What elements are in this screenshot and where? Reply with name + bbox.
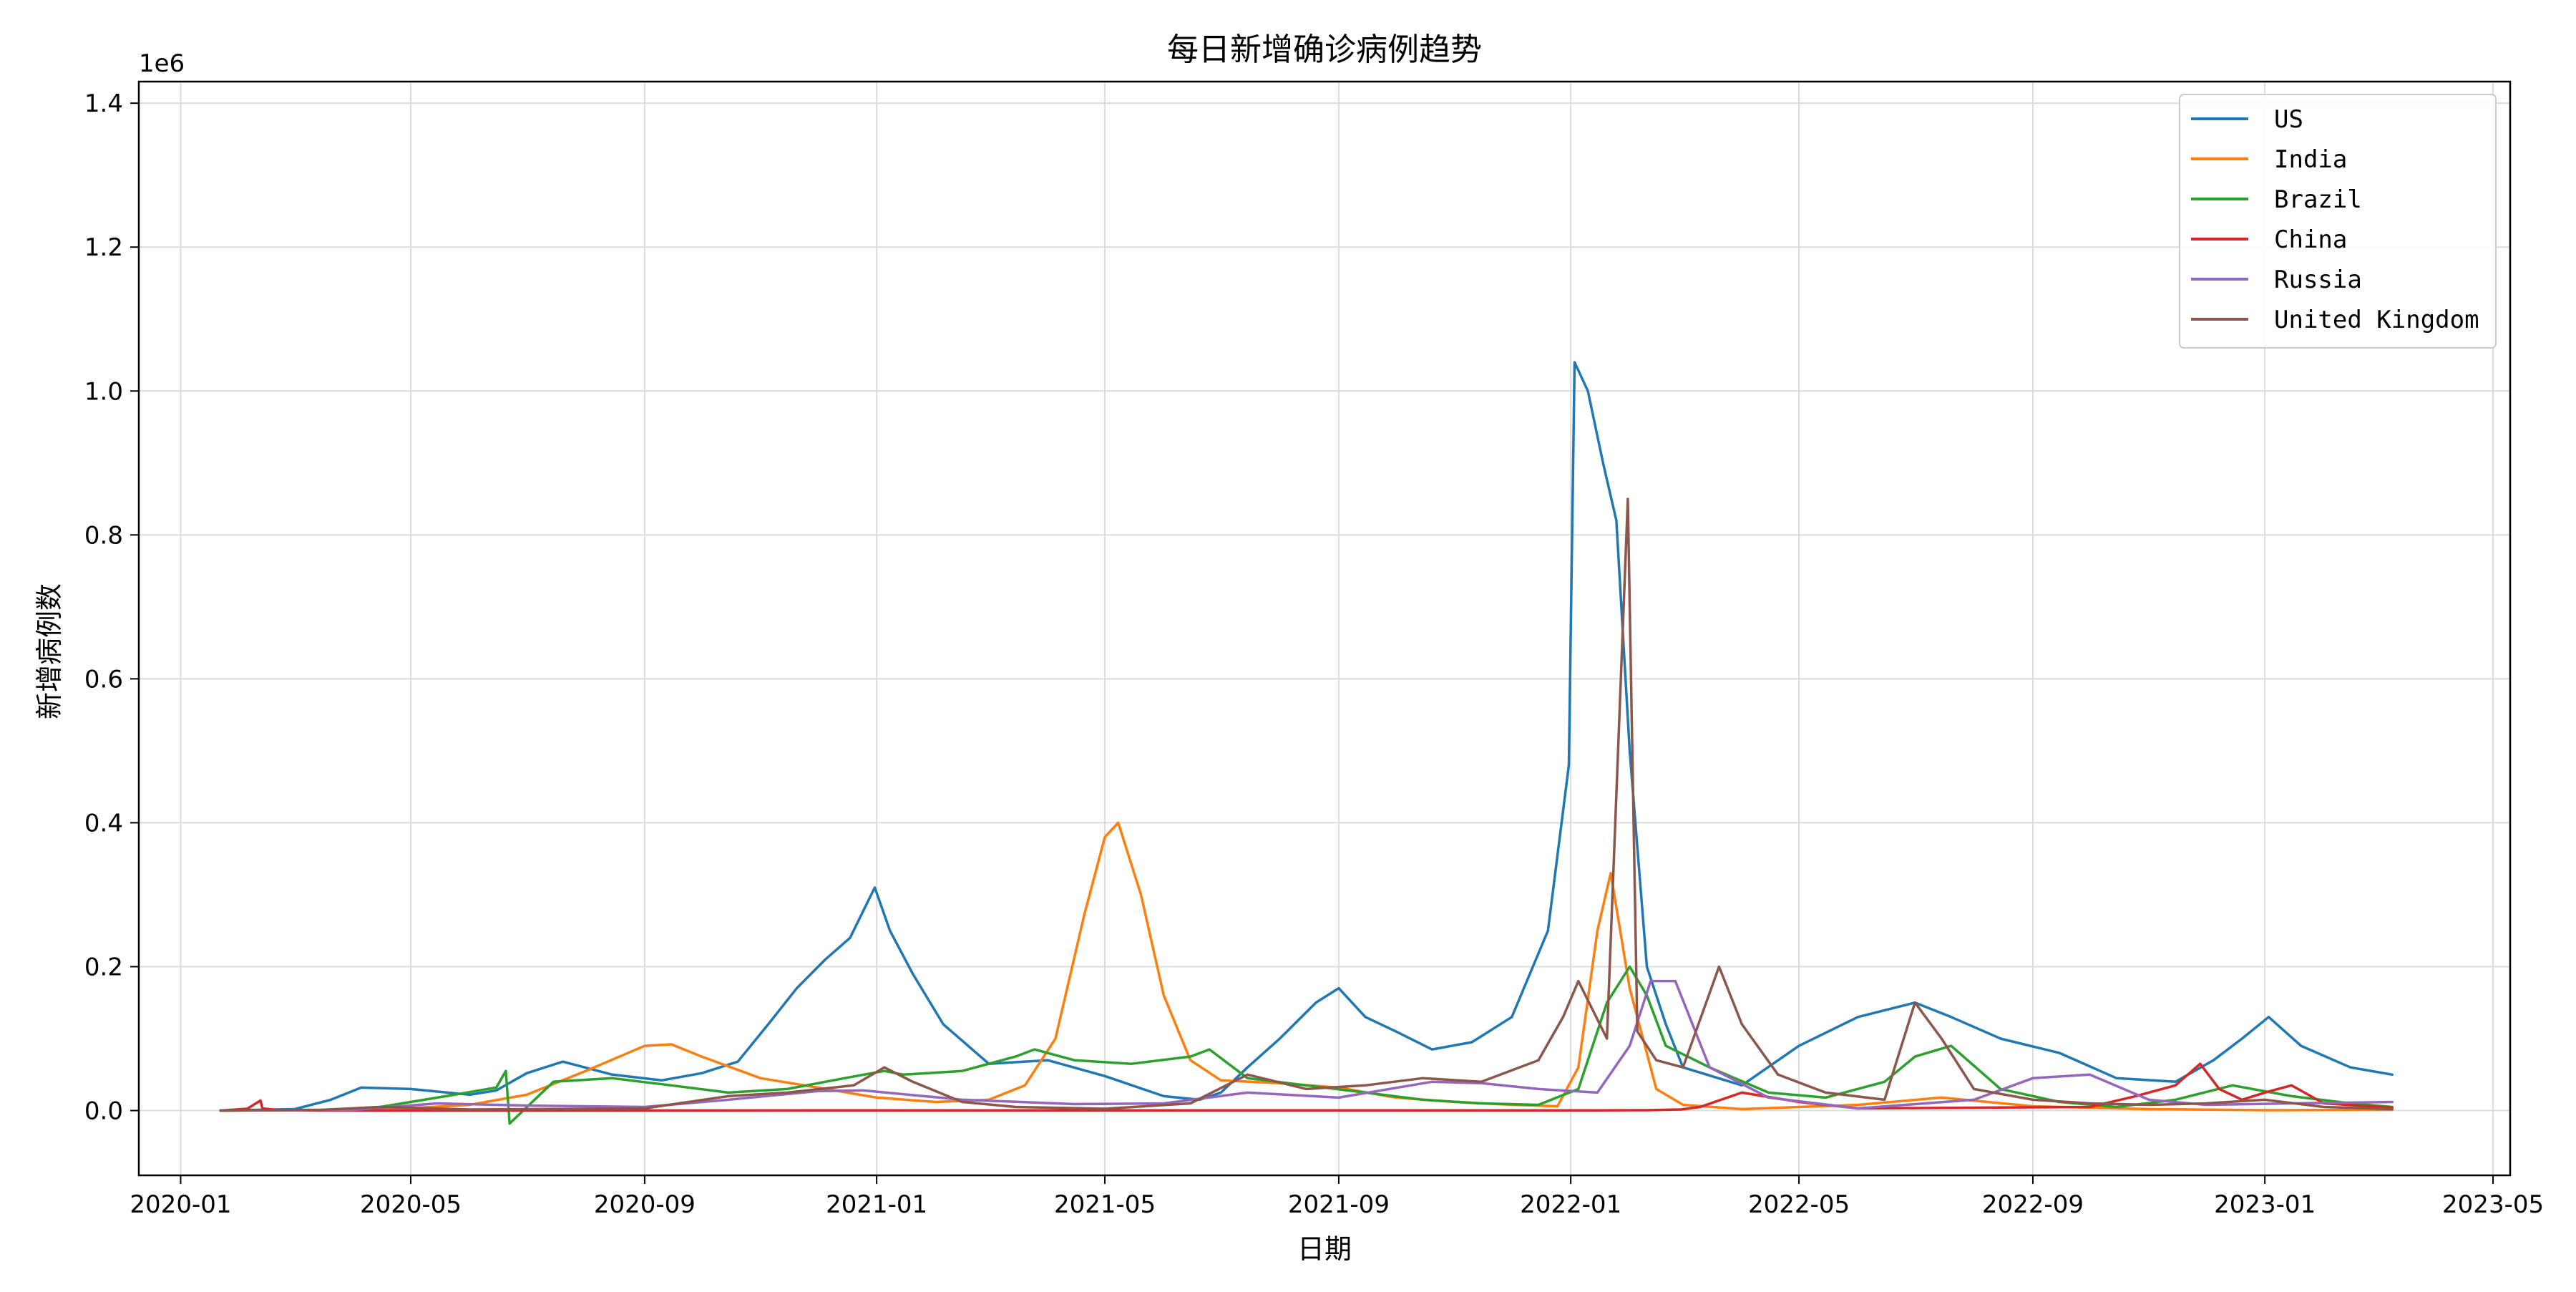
x-tick-label: 2021-01 [826,1190,927,1219]
legend-label: US [2274,105,2303,134]
x-tick-label: 2022-09 [1982,1190,2084,1219]
y-tick-label: 0.0 [84,1097,123,1126]
legend-label: India [2274,145,2347,174]
series-line-us [219,361,2394,1112]
y-tick-label: 1.0 [84,377,123,406]
series-line-russia [219,979,2394,1112]
y-tick-label: 1.2 [84,233,123,262]
x-tick-label: 2022-05 [1748,1190,1850,1219]
x-tick-label: 2020-05 [360,1190,462,1219]
y-axis-title: 新增病例数 [34,583,65,719]
x-tick-label: 2021-09 [1288,1190,1390,1219]
y-tick-label: 0.4 [84,809,123,837]
y-tick-label: 0.6 [84,665,123,694]
x-axis-ticks: 2020-01 2020-05 2020-09 2021-01 2021-05 2021-… [130,1175,2544,1219]
x-tick-label: 2021-05 [1054,1190,1156,1219]
legend-label: Brazil [2274,185,2362,214]
x-tick-label: 2020-01 [130,1190,231,1219]
x-tick-label: 2020-09 [594,1190,696,1219]
x-axis-title: 日期 [1297,1233,1352,1265]
y-tick-label: 0.2 [84,953,123,981]
legend-label: China [2274,225,2347,254]
series-line-united-kingdom [219,497,2394,1112]
grid-lines [139,82,2510,1175]
legend-box [2179,94,2497,349]
chart-title: 每日新增确诊病例趋势 [1167,31,1482,68]
y-tick-label: 0.8 [84,521,123,550]
x-tick-label: 2022-01 [1520,1190,1621,1219]
y-axis-ticks: 0.0 0.2 0.4 0.6 0.8 1.0 1.2 1.4 [84,89,139,1126]
series-line-brazil [219,965,2394,1125]
y-tick-label: 1.4 [84,89,123,118]
legend-label: United Kingdom [2274,306,2479,334]
plot-frame [137,80,2512,1177]
series-lines [219,361,2394,1125]
legend-label: Russia [2274,266,2362,294]
legend: US India Brazil China Russia United Kingdom [2179,94,2497,349]
x-tick-label: 2023-01 [2214,1190,2316,1219]
x-tick-label: 2023-05 [2442,1190,2544,1219]
y-axis-multiplier: 1e6 [139,49,185,78]
